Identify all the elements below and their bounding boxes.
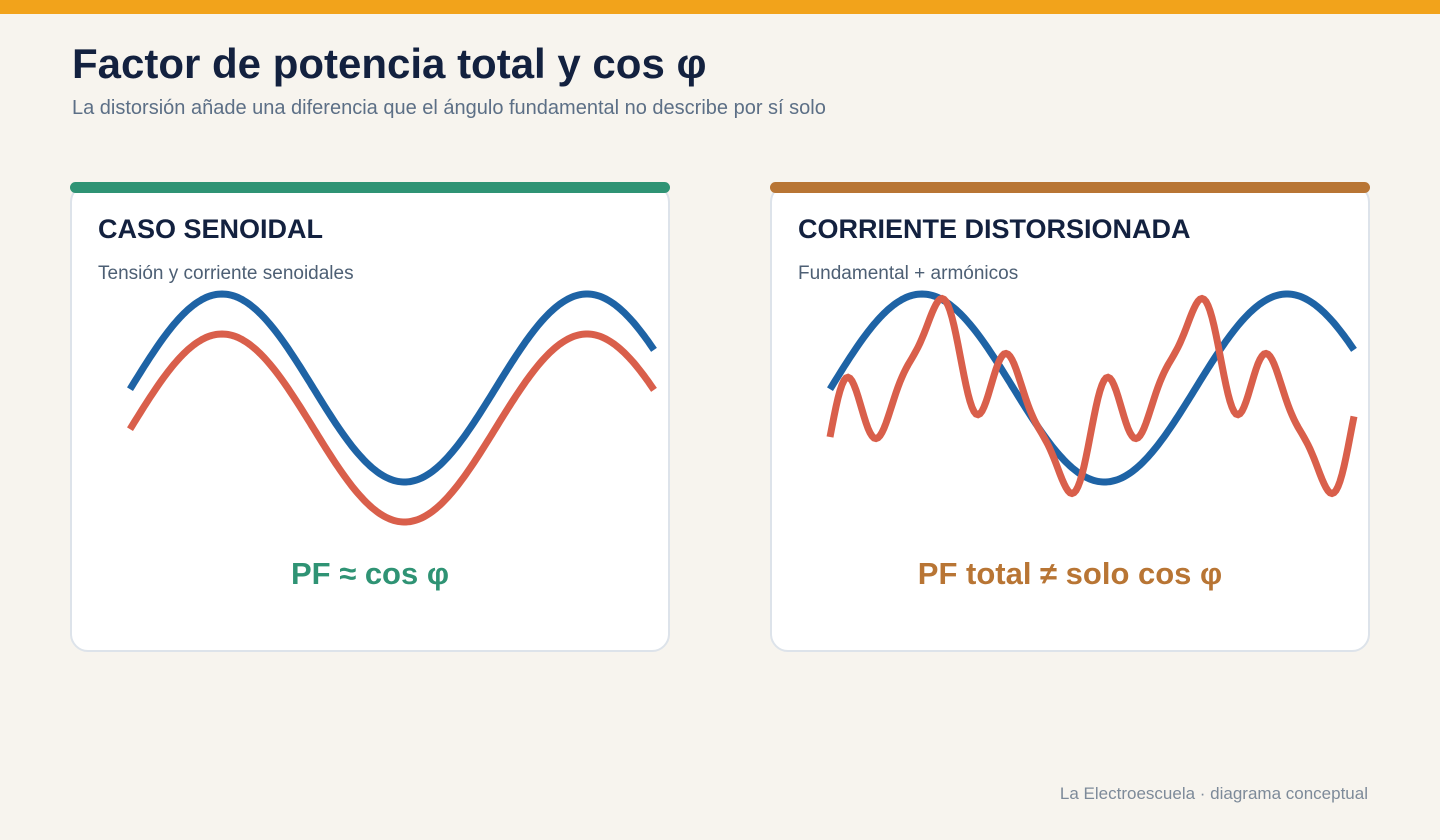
panel-accent-bar xyxy=(70,182,670,193)
voltage-wave xyxy=(127,290,657,486)
panel-sinusoidal: CASO SENOIDAL Tensión y corriente senoid… xyxy=(70,182,670,652)
page-subtitle: La distorsión añade una diferencia que e… xyxy=(72,97,826,119)
fundamental-wave xyxy=(827,290,1357,486)
panel-distorted: CORRIENTE DISTORSIONADA Fundamental + ar… xyxy=(770,182,1370,652)
sinusoidal-waves-diagram xyxy=(127,290,657,526)
distorted-current-wave xyxy=(826,294,1358,498)
current-wave xyxy=(127,330,657,526)
panel-subtitle: Tensión y corriente senoidales xyxy=(98,263,354,284)
footer-credit: La Electroescuela · diagrama conceptual xyxy=(1059,784,1368,803)
panel-subtitle: Fundamental + armónicos xyxy=(798,263,1019,284)
power-factor-formula: PF total ≠ solo cos φ xyxy=(917,556,1223,591)
power-factor-formula: PF ≈ cos φ xyxy=(290,556,450,591)
distorted-waves-diagram xyxy=(826,290,1358,498)
top-accent-bar xyxy=(0,0,1440,14)
page-title: Factor de potencia total y cos φ xyxy=(72,40,707,87)
panel-title: CORRIENTE DISTORSIONADA xyxy=(798,214,1191,244)
panel-accent-bar xyxy=(770,182,1370,193)
panel-title: CASO SENOIDAL xyxy=(98,214,324,244)
